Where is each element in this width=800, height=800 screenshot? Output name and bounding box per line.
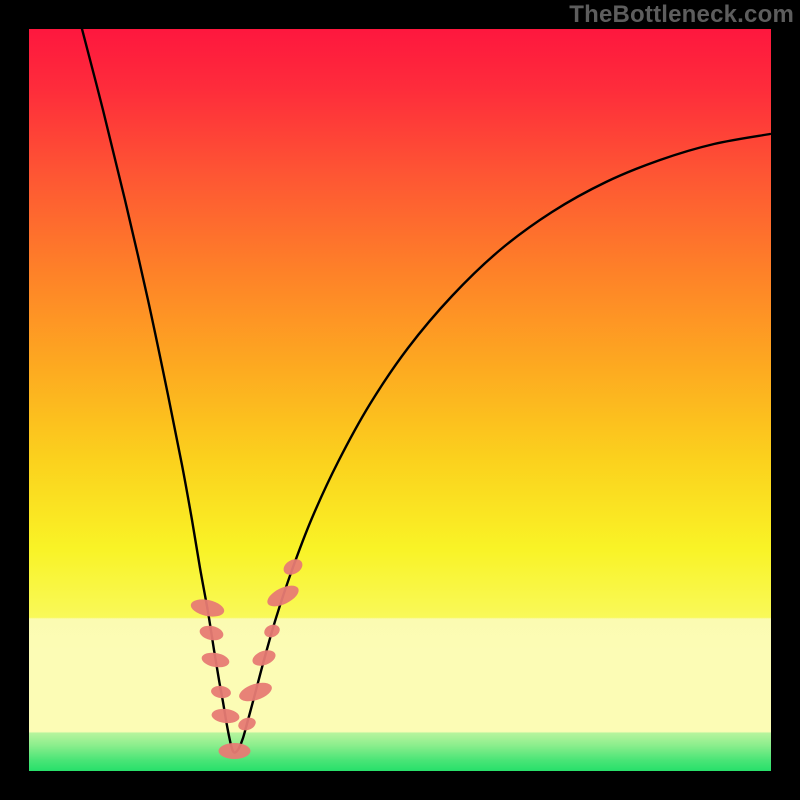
bottleneck-chart [0,0,800,800]
gradient-background [29,29,771,771]
curve-marker [219,743,251,759]
watermark-label: TheBottleneck.com [569,0,800,29]
chart-frame: TheBottleneck.com [0,0,800,800]
